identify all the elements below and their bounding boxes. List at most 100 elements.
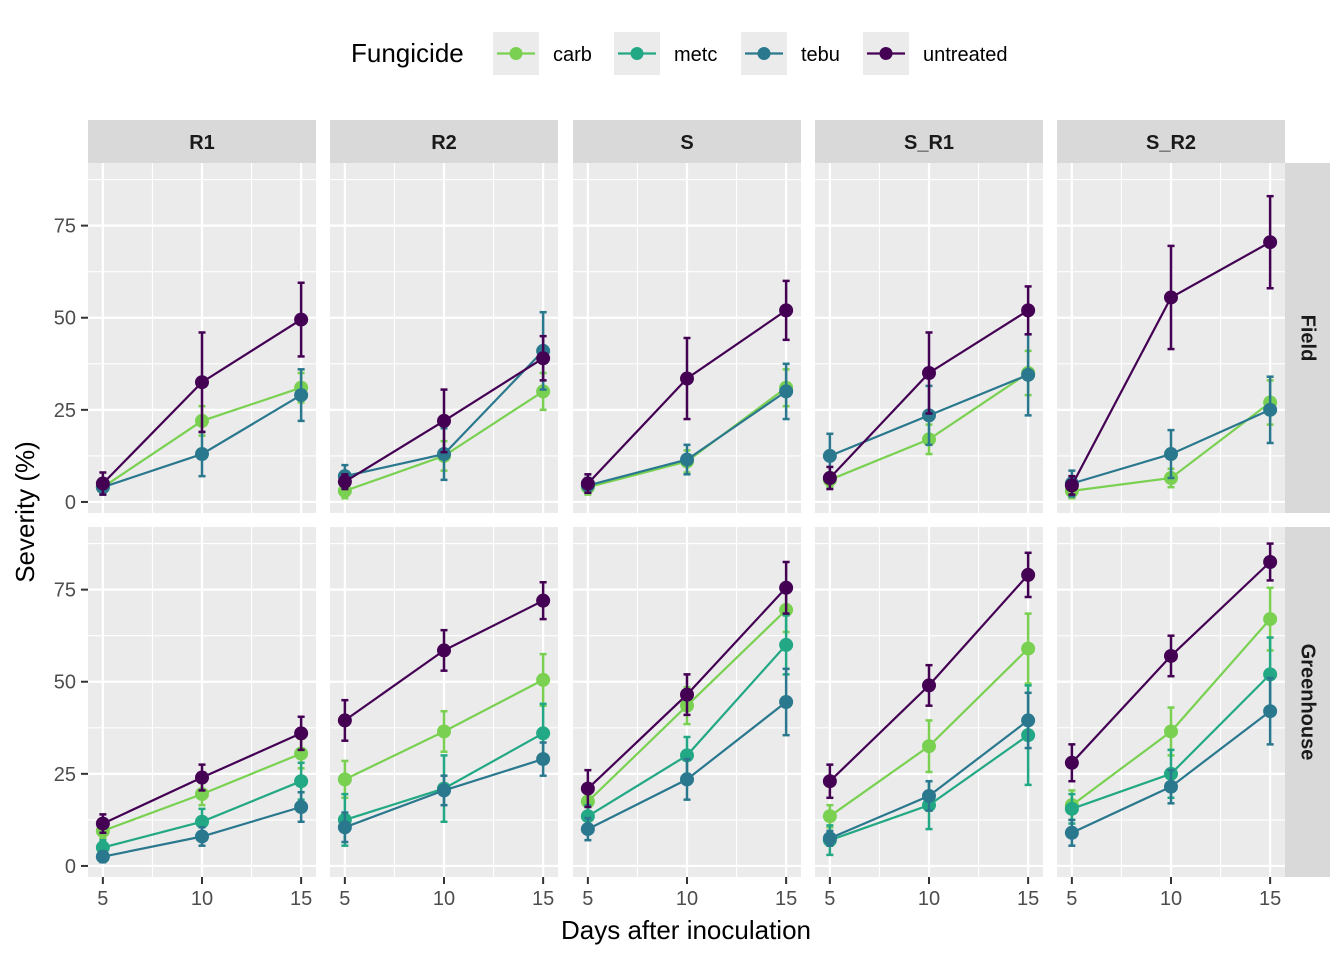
legend-point xyxy=(879,47,893,60)
series-untreated xyxy=(337,581,551,742)
series-carb xyxy=(337,652,551,800)
strip-label: S xyxy=(680,132,693,154)
data-point xyxy=(680,687,694,702)
y-tick-label: 0 xyxy=(65,856,76,878)
data-point xyxy=(1263,704,1278,719)
data-point xyxy=(1064,801,1079,816)
data-point xyxy=(922,739,936,754)
x-tick-label: 5 xyxy=(824,888,835,910)
y-tick-label: 50 xyxy=(54,308,76,330)
data-point xyxy=(1021,641,1036,656)
x-tick-label: 15 xyxy=(290,888,312,910)
strip-label: S_R1 xyxy=(904,132,954,154)
data-point xyxy=(337,820,352,835)
series-tebu xyxy=(1064,676,1278,847)
strip-Greenhouse xyxy=(1285,527,1330,877)
series-untreated xyxy=(580,279,794,494)
data-point xyxy=(437,413,451,428)
series-group-R1-Field xyxy=(95,281,309,496)
y-axis-title: Severity (%) xyxy=(10,441,40,583)
x-tick-label: 10 xyxy=(433,888,455,910)
series-tebu xyxy=(822,691,1036,847)
legend-label: untreated xyxy=(923,44,1008,66)
strip-label: Field xyxy=(1297,315,1319,362)
data-point xyxy=(922,408,936,423)
strip-label: Greenhouse xyxy=(1297,644,1319,761)
data-point xyxy=(1164,290,1178,305)
x-tick-label: 15 xyxy=(532,888,554,910)
strip-S xyxy=(573,120,801,163)
data-point xyxy=(536,384,551,399)
data-point xyxy=(437,643,451,658)
legend-point xyxy=(630,47,644,60)
series-group-S_R2-Field xyxy=(1064,194,1278,500)
strip-R1 xyxy=(88,120,316,163)
data-point xyxy=(337,474,352,489)
data-point xyxy=(580,809,595,824)
x-tick-label: 5 xyxy=(97,888,108,910)
data-point xyxy=(1263,612,1278,627)
axes: 0 25 50 75 0 25 50 75 5 10 15 5 10 15 5 10 15 5 10 15 5 10 15 xyxy=(54,216,1282,910)
data-point xyxy=(779,637,794,652)
legend-item-untreated: untreated xyxy=(863,32,1008,75)
legend-item-carb: carb xyxy=(493,32,592,75)
legend-item-tebu: tebu xyxy=(741,32,840,75)
data-point xyxy=(822,774,837,789)
data-point xyxy=(337,713,352,728)
series-untreated xyxy=(1064,194,1278,496)
series-untreated xyxy=(822,285,1036,491)
data-point xyxy=(822,809,837,824)
data-point xyxy=(337,772,352,787)
data-point xyxy=(1021,567,1036,582)
series-untreated xyxy=(95,281,309,496)
strip-S_R1 xyxy=(815,120,1043,163)
data-point xyxy=(1064,478,1079,493)
data-point xyxy=(779,580,794,595)
strip-label: S_R2 xyxy=(1146,132,1196,154)
data-point xyxy=(95,816,110,831)
series-group-S-Field xyxy=(580,279,794,496)
data-point xyxy=(779,695,794,709)
data-point xyxy=(95,476,110,491)
data-point xyxy=(1164,779,1178,794)
data-point xyxy=(1164,724,1178,739)
series-tebu xyxy=(580,667,794,842)
x-tick-label: 5 xyxy=(582,888,593,910)
data-point xyxy=(195,375,209,390)
data-point xyxy=(1021,303,1036,318)
x-tick-label: 10 xyxy=(918,888,940,910)
legend-label: carb xyxy=(553,44,592,66)
data-point xyxy=(536,672,551,687)
x-tick-label: 15 xyxy=(1259,888,1281,910)
x-tick-label: 5 xyxy=(339,888,350,910)
series-group-R1-Greenhouse xyxy=(95,715,309,864)
x-tick-label: 5 xyxy=(1066,888,1077,910)
data-point xyxy=(1263,235,1278,250)
data-point xyxy=(294,312,309,327)
data-point xyxy=(1021,367,1036,382)
data-point xyxy=(536,752,551,767)
y-tick-label: 0 xyxy=(65,492,76,514)
x-tick-label: 15 xyxy=(775,888,797,910)
x-tick-label: 10 xyxy=(676,888,698,910)
data-point xyxy=(822,448,837,463)
data-point xyxy=(580,476,595,491)
legend-point xyxy=(509,47,523,60)
data-point xyxy=(680,371,694,386)
strip-label: R1 xyxy=(189,132,215,154)
series-untreated xyxy=(1064,542,1278,783)
data-point xyxy=(536,351,551,366)
data-point xyxy=(1164,648,1178,663)
legend-label: tebu xyxy=(801,44,840,66)
strip-label: R2 xyxy=(431,132,457,154)
series-group-S-Greenhouse xyxy=(580,560,794,842)
data-point xyxy=(536,593,551,608)
data-point xyxy=(822,831,837,846)
series-untreated xyxy=(95,715,309,835)
y-tick-label: 25 xyxy=(54,764,76,786)
series-untreated xyxy=(822,551,1036,800)
x-tick-label: 10 xyxy=(191,888,213,910)
legend: Fungicide carb metc tebu untreated xyxy=(351,32,1008,75)
y-tick-label: 75 xyxy=(54,580,76,602)
